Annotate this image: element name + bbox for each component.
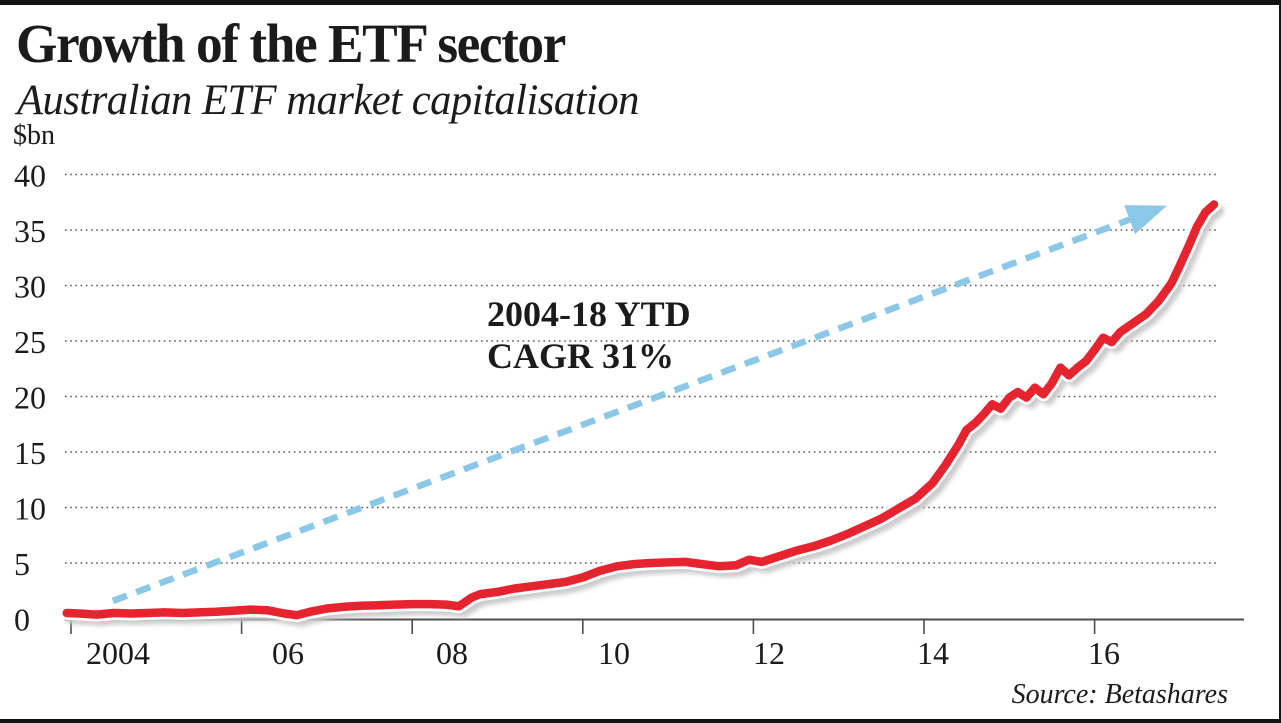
x-tick-label: 2004 [86, 635, 150, 671]
y-tick-label: 0 [14, 602, 30, 638]
y-tick-label: 30 [14, 269, 46, 305]
cagr-annotation-line1: 2004-18 YTD [487, 294, 691, 334]
trend-arrow-dashed-line [111, 214, 1137, 605]
trend-arrow-layer [111, 205, 1168, 605]
tick-labels-layer: 0 5 10 15 20 25 30 35 40 2004 06 08 10 12 14 16 [14, 158, 1120, 672]
y-axis-unit-label: $bn [13, 120, 55, 151]
y-tick-label: 15 [14, 435, 46, 471]
x-tick-label: 08 [436, 635, 468, 671]
y-tick-label: 10 [14, 491, 46, 527]
y-tick-label: 25 [14, 324, 46, 360]
etf-line [62, 200, 1219, 620]
x-tick-label: 14 [917, 635, 949, 671]
right-rule [1279, 0, 1281, 723]
data-line-layer [59, 197, 1225, 627]
top-rule [0, 0, 1281, 5]
bottom-rule [0, 719, 1281, 723]
cagr-annotation-line2: CAGR 31% [487, 336, 674, 376]
chart-subtitle: Australian ETF market capitalisation [17, 77, 639, 124]
arrowhead-icon [1124, 205, 1168, 235]
x-tick-label: 10 [598, 635, 630, 671]
y-tick-label: 40 [14, 158, 46, 194]
y-tick-label: 5 [14, 546, 30, 582]
x-tick-label: 06 [272, 635, 304, 671]
y-tick-label: 20 [14, 380, 46, 416]
x-tick-label: 12 [753, 635, 785, 671]
source-credit: Source: Betashares [1011, 679, 1228, 710]
cagr-annotation: 2004-18 YTD CAGR 31% [487, 293, 691, 377]
y-tick-label: 35 [14, 213, 46, 249]
x-tick-label: 16 [1088, 635, 1120, 671]
chart-title: Growth of the ETF sector [16, 13, 566, 74]
